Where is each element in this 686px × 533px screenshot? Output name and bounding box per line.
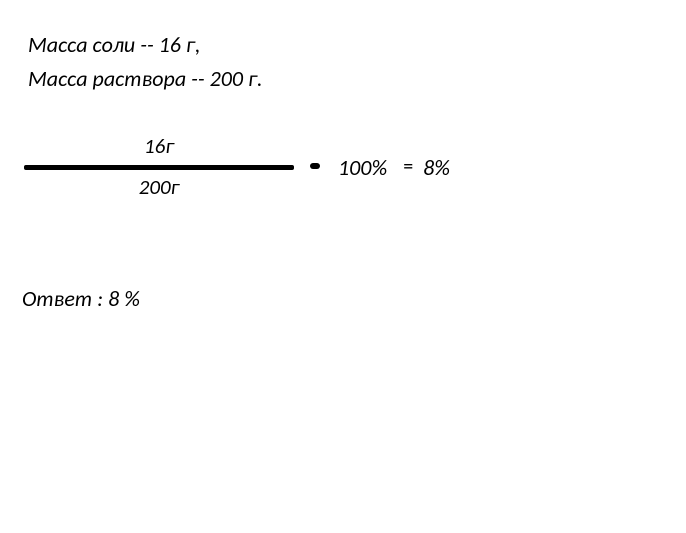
result-value: 8% [423, 154, 450, 181]
answer-line: Ответ : 8 % [22, 285, 140, 312]
equals-sign: = [403, 155, 413, 179]
fraction: 16г 200г [24, 130, 294, 204]
fraction-bar [24, 165, 294, 170]
calculation-formula: 16г 200г 100% = 8% [24, 130, 450, 204]
given-line-salt: Масса соли -- 16 г, [28, 28, 263, 62]
multiply-dot-icon [310, 163, 320, 169]
multiplier-percent: 100% [338, 154, 387, 181]
fraction-denominator: 200г [139, 171, 180, 205]
fraction-numerator: 16г [144, 130, 174, 164]
document-canvas: Масса соли -- 16 г, Масса раствора -- 20… [0, 0, 686, 533]
given-data-block: Масса соли -- 16 г, Масса раствора -- 20… [28, 28, 263, 96]
given-line-solution: Масса раствора -- 200 г. [28, 62, 263, 96]
